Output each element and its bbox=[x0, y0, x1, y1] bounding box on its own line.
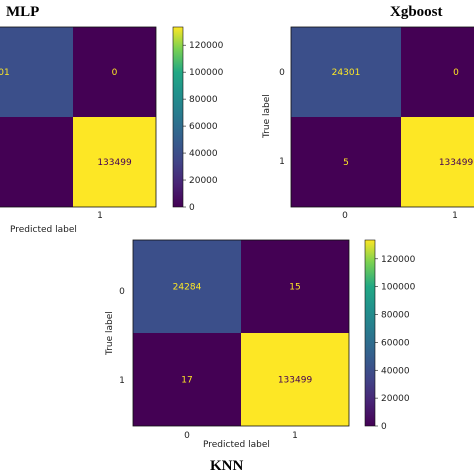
mlp-colorbar-tick-label: 80000 bbox=[189, 95, 218, 105]
knn-cell-0-1 bbox=[241, 240, 349, 333]
chart-title-knn: KNN bbox=[210, 458, 244, 474]
knn-colorbar-tick-label: 60000 bbox=[381, 338, 410, 348]
knn-colorbar-tick-label: 120000 bbox=[381, 255, 416, 265]
knn-ylabel: True label bbox=[105, 311, 115, 356]
knn-xlabel: Predicted label bbox=[203, 440, 270, 450]
chart-title-mlp: MLP bbox=[6, 4, 39, 20]
mlp-colorbar-tick-label: 120000 bbox=[189, 41, 224, 51]
knn-colorbar-tick-label: 0 bbox=[381, 422, 387, 432]
xgboost-cell-label-0-1: 0 bbox=[453, 68, 459, 78]
knn-colorbar: 0 20000 40000 60000 80000 100000 120000 bbox=[364, 239, 416, 432]
mlp-panel: 01 0 133499 0 20000 40000 60000 80000 100000 1200… bbox=[0, 26, 224, 213]
knn-cell-1-0 bbox=[133, 333, 241, 426]
mlp-cell-label-0-0: 01 bbox=[0, 68, 10, 78]
knn-panel: 24284 15 17 133499 0 20000 40000 60000 80000 1000… bbox=[132, 239, 416, 432]
knn-cell-label-1-0: 17 bbox=[181, 376, 192, 386]
mlp-cell-0-1 bbox=[73, 27, 156, 117]
mlp-colorbar-tick-label: 40000 bbox=[189, 149, 218, 159]
xgboost-panel: 24301 0 5 133499 bbox=[290, 26, 474, 208]
xgboost-ylabel: True label bbox=[262, 94, 272, 139]
mlp-colorbar-tick-label: 60000 bbox=[189, 122, 218, 132]
mlp-cell-1-0 bbox=[0, 117, 73, 207]
xgboost-ytick-1: 1 bbox=[279, 157, 285, 167]
mlp-colorbar: 0 20000 40000 60000 80000 100000 120000 bbox=[172, 26, 224, 213]
knn-xtick-0: 0 bbox=[184, 431, 190, 441]
knn-colorbar-gradient bbox=[364, 239, 376, 427]
xgboost-cell-label-1-0: 5 bbox=[343, 158, 349, 168]
xgboost-cell-0-0 bbox=[291, 27, 401, 117]
xgboost-cell-label-1-1: 133499 bbox=[439, 158, 474, 168]
knn-colorbar-tick-label: 80000 bbox=[381, 311, 410, 321]
knn-frame bbox=[132, 239, 350, 427]
knn-ytick-1: 1 bbox=[119, 376, 125, 386]
mlp-cell-label-1-1: 133499 bbox=[97, 158, 132, 168]
xgboost-xtick-0: 0 bbox=[342, 211, 348, 221]
xgboost-frame bbox=[290, 26, 474, 208]
xgboost-ytick-0: 0 bbox=[279, 68, 285, 78]
xgboost-cell-1-0 bbox=[291, 117, 401, 207]
knn-colorbar-tick-label: 20000 bbox=[381, 394, 410, 404]
mlp-frame bbox=[0, 26, 157, 208]
mlp-cell-0-0 bbox=[0, 27, 73, 117]
mlp-colorbar-tick-label: 100000 bbox=[189, 68, 224, 78]
knn-cell-label-0-1: 15 bbox=[289, 283, 300, 293]
mlp-colorbar-tick-label: 0 bbox=[189, 203, 195, 213]
knn-xtick-1: 1 bbox=[292, 431, 298, 441]
mlp-cell-label-0-1: 0 bbox=[112, 68, 118, 78]
knn-cell-1-1 bbox=[241, 333, 349, 426]
mlp-xlabel: Predicted label bbox=[10, 225, 77, 235]
knn-ytick-0: 0 bbox=[119, 287, 125, 297]
knn-cell-0-0 bbox=[133, 240, 241, 333]
xgboost-xtick-1: 1 bbox=[452, 211, 458, 221]
knn-colorbar-tick-label: 100000 bbox=[381, 283, 416, 293]
xgboost-cell-1-1 bbox=[401, 117, 474, 207]
xgboost-cell-label-0-0: 24301 bbox=[332, 68, 361, 78]
mlp-colorbar-tick-label: 20000 bbox=[189, 176, 218, 186]
mlp-colorbar-gradient bbox=[172, 26, 184, 208]
mlp-cell-1-1 bbox=[73, 117, 156, 207]
xgboost-cell-0-1 bbox=[401, 27, 474, 117]
chart-title-xgboost: Xgboost bbox=[390, 4, 443, 20]
mlp-xtick-1: 1 bbox=[97, 211, 103, 221]
knn-cell-label-0-0: 24284 bbox=[173, 283, 202, 293]
knn-colorbar-tick-label: 40000 bbox=[381, 366, 410, 376]
knn-cell-label-1-1: 133499 bbox=[278, 376, 313, 386]
